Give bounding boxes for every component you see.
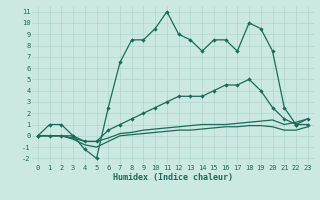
X-axis label: Humidex (Indice chaleur): Humidex (Indice chaleur) xyxy=(113,173,233,182)
